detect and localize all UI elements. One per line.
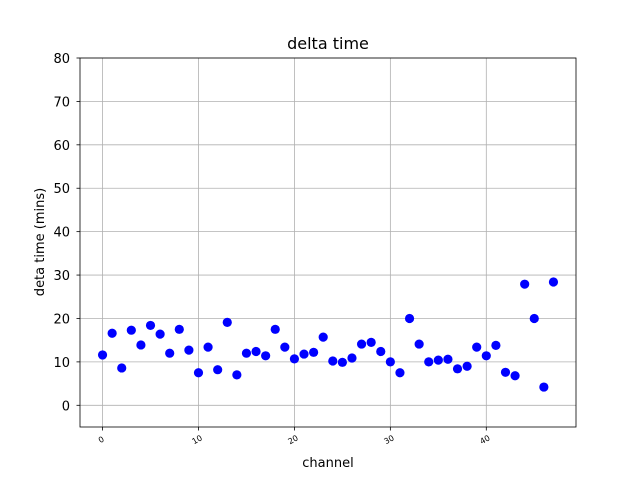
data-point <box>376 346 386 357</box>
data-point <box>213 365 223 375</box>
data-point <box>155 329 165 339</box>
data-point <box>136 340 146 350</box>
data-point <box>520 279 530 289</box>
data-point <box>299 349 309 359</box>
data-point <box>395 368 405 378</box>
data-point <box>126 325 136 335</box>
data-point <box>414 339 424 349</box>
data-point <box>174 324 184 334</box>
data-point <box>117 363 127 373</box>
data-point <box>337 357 347 367</box>
data-point <box>356 339 367 349</box>
data-point <box>309 347 319 357</box>
x-tick-label: 40 <box>478 433 491 446</box>
y-tick-label: 70 <box>53 95 70 110</box>
data-point <box>529 313 539 324</box>
y-tick-label: 60 <box>53 139 70 154</box>
chart-title: delta time <box>287 34 369 53</box>
y-tick-label: 0 <box>62 399 70 414</box>
data-point <box>280 342 290 352</box>
data-point <box>289 354 300 364</box>
data-point <box>193 368 204 378</box>
data-point <box>491 340 501 350</box>
data-point <box>347 353 357 363</box>
data-point <box>222 317 232 327</box>
y-tick-label: 40 <box>53 226 70 241</box>
data-point <box>472 342 482 352</box>
data-point <box>318 332 328 342</box>
axis-ticks: 0 10 20 30 40 0 10 20 30 40 50 60 70 80 <box>53 52 491 446</box>
y-tick-label: 50 <box>53 182 70 197</box>
y-tick-label: 80 <box>53 52 70 67</box>
data-points <box>97 277 559 392</box>
data-point <box>184 345 194 355</box>
x-tick-label: 20 <box>287 433 300 446</box>
x-tick-label: 30 <box>382 433 395 446</box>
data-point <box>261 351 271 361</box>
data-point <box>452 364 463 374</box>
data-point <box>241 348 252 358</box>
data-point <box>462 361 472 371</box>
data-point <box>385 357 395 367</box>
data-point <box>510 371 520 381</box>
data-point <box>433 355 443 365</box>
data-point <box>97 350 108 360</box>
data-point <box>500 367 511 377</box>
y-axis-label: deta time (mins) <box>33 188 48 296</box>
data-point <box>539 382 549 392</box>
data-point <box>145 320 156 331</box>
y-tick-label: 30 <box>53 269 70 284</box>
data-point <box>481 351 491 361</box>
plot-frame <box>79 57 577 428</box>
data-point <box>165 348 175 358</box>
data-point <box>203 342 213 352</box>
data-point <box>232 370 242 380</box>
data-point <box>270 324 280 334</box>
x-tick-label: 10 <box>191 433 204 446</box>
y-tick-label: 20 <box>53 312 70 327</box>
data-point <box>366 337 376 347</box>
y-tick-label: 10 <box>53 356 70 371</box>
data-point <box>424 357 434 367</box>
data-point <box>251 346 261 357</box>
data-point <box>443 354 453 364</box>
data-point <box>548 277 559 287</box>
data-point <box>404 313 415 324</box>
data-point <box>107 328 117 338</box>
x-tick-label: 0 <box>97 435 106 445</box>
data-point <box>328 356 338 366</box>
x-axis-label: channel <box>302 456 353 471</box>
